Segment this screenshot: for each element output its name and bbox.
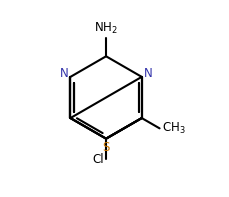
Text: N: N: [143, 67, 152, 80]
Text: N: N: [59, 67, 68, 80]
Text: CH$_3$: CH$_3$: [161, 121, 185, 136]
Text: S: S: [102, 141, 109, 154]
Text: Cl: Cl: [92, 153, 104, 166]
Text: NH$_2$: NH$_2$: [94, 21, 117, 36]
